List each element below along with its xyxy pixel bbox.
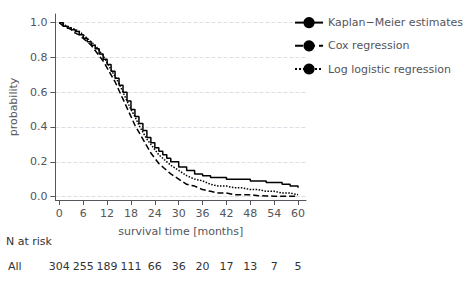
- svg-text:0.0: 0.0: [30, 190, 48, 203]
- svg-text:0.2: 0.2: [30, 155, 48, 168]
- svg-text:60: 60: [291, 207, 305, 220]
- svg-text:304: 304: [49, 260, 70, 273]
- svg-text:189: 189: [97, 260, 118, 273]
- svg-text:12: 12: [100, 207, 114, 220]
- svg-text:54: 54: [267, 207, 281, 220]
- svg-text:0: 0: [56, 207, 63, 220]
- svg-text:5: 5: [295, 260, 302, 273]
- svg-text:7: 7: [271, 260, 278, 273]
- svg-text:N at risk: N at risk: [6, 235, 53, 248]
- svg-text:17: 17: [219, 260, 233, 273]
- svg-text:66: 66: [148, 260, 162, 273]
- svg-text:48: 48: [243, 207, 257, 220]
- svg-text:42: 42: [219, 207, 233, 220]
- svg-text:30: 30: [172, 207, 186, 220]
- svg-text:255: 255: [73, 260, 94, 273]
- svg-text:Kaplan−Meier estimates: Kaplan−Meier estimates: [328, 16, 463, 29]
- svg-text:1.0: 1.0: [30, 16, 48, 29]
- svg-text:6: 6: [80, 207, 87, 220]
- svg-text:36: 36: [172, 260, 186, 273]
- svg-text:survival time [months]: survival time [months]: [118, 225, 243, 238]
- svg-text:Log logistic regression: Log logistic regression: [328, 63, 451, 76]
- svg-text:18: 18: [124, 207, 138, 220]
- svg-text:probability: probability: [7, 77, 20, 136]
- svg-text:13: 13: [243, 260, 257, 273]
- svg-text:All: All: [8, 260, 22, 273]
- svg-text:111: 111: [120, 260, 141, 273]
- svg-text:0.8: 0.8: [30, 51, 48, 64]
- svg-text:20: 20: [196, 260, 210, 273]
- svg-text:Cox regression: Cox regression: [328, 39, 409, 52]
- svg-text:36: 36: [196, 207, 210, 220]
- svg-text:24: 24: [148, 207, 162, 220]
- svg-text:0.4: 0.4: [30, 120, 48, 133]
- svg-text:0.6: 0.6: [30, 86, 48, 99]
